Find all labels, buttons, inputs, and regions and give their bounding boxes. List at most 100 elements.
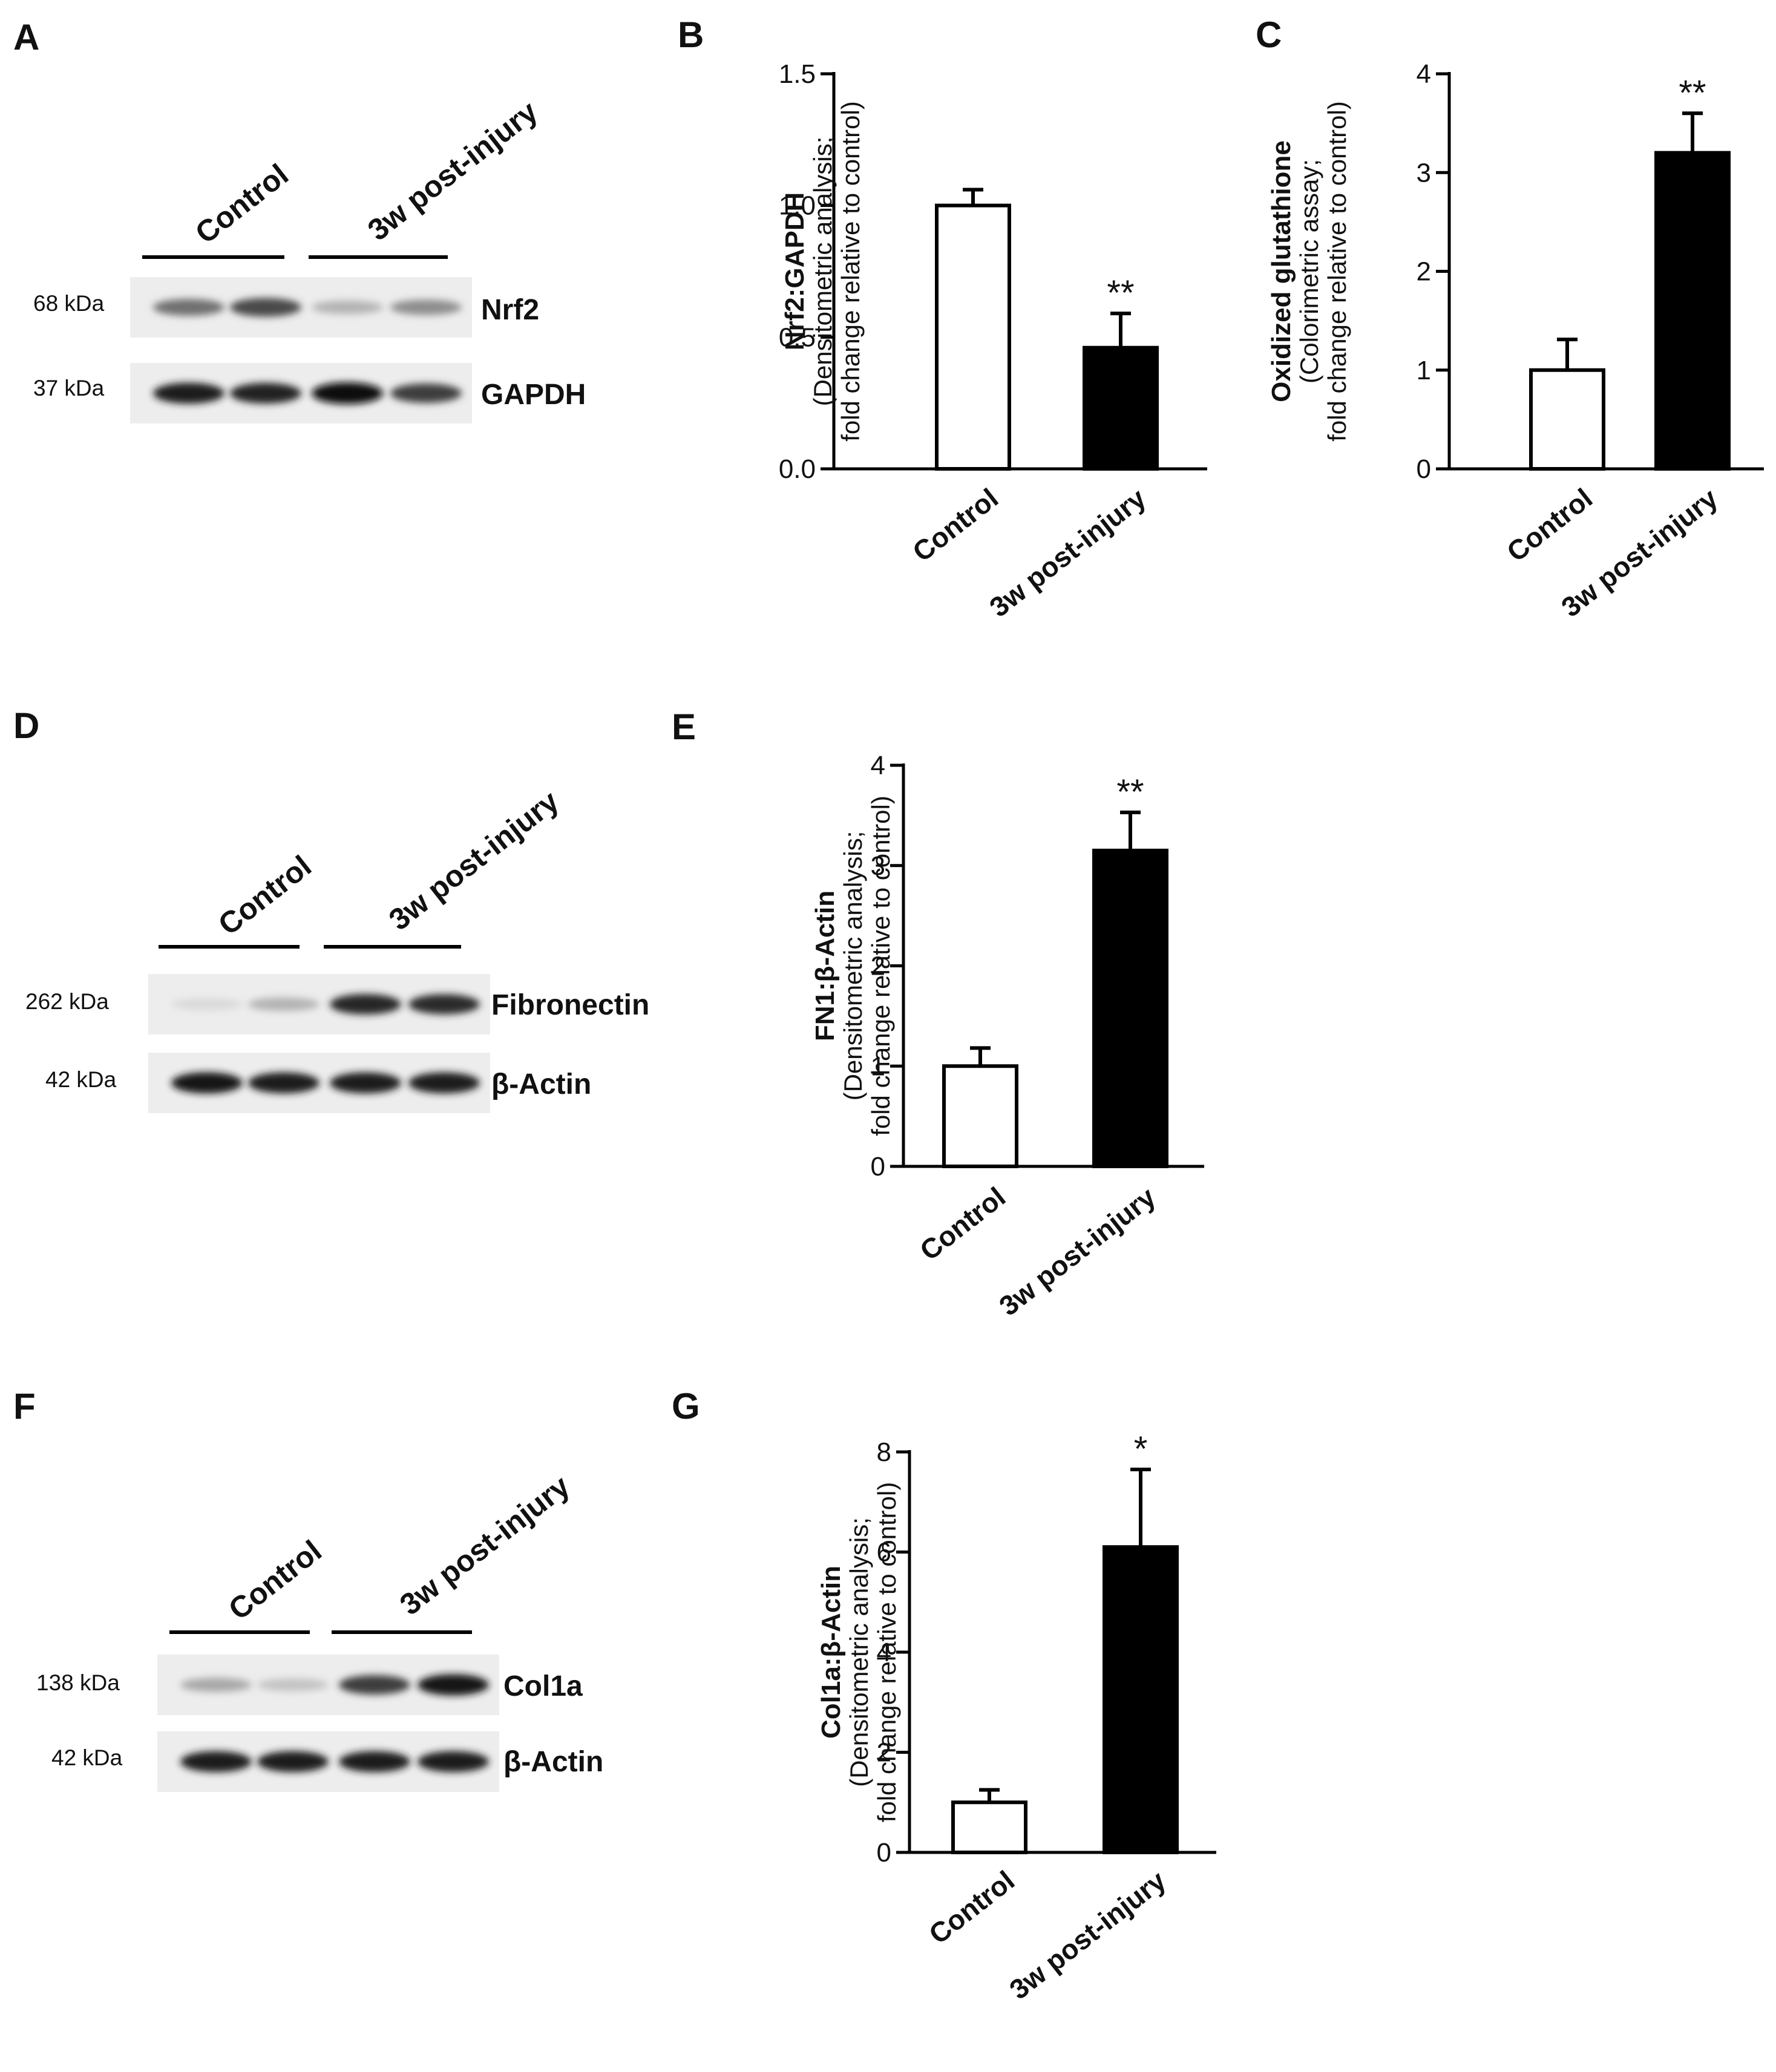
y-tick-label: 4	[1417, 59, 1431, 89]
group-label-injury-a: 3w post-injury	[361, 94, 544, 247]
blot-band-lane-1	[180, 1751, 252, 1773]
y-tick-label: 0.5	[779, 322, 816, 352]
y-axis-label-line-1: (Colorimetric assay;	[1295, 159, 1323, 384]
bar-control	[935, 203, 1011, 471]
group-label-injury-f: 3w post-injury	[393, 1469, 576, 1622]
y-axis-label-line-2: fold change relative to control)	[867, 796, 895, 1136]
x-category-label-control: Control	[914, 1181, 1011, 1267]
blot-band-lane-3	[330, 994, 401, 1015]
significance-marker: *	[1134, 1430, 1148, 1469]
blot-band-lane-2	[230, 382, 301, 404]
blot-band-lane-2	[248, 997, 319, 1011]
blot-band-lane-3	[339, 1751, 410, 1773]
blot-band-lane-2	[257, 1751, 329, 1773]
blot-band-lane-1	[153, 382, 224, 404]
y-axis-label-title: Col1a:β-Actin	[816, 1566, 846, 1739]
protein-label-gapdh: GAPDH	[481, 379, 586, 411]
panel-letter-b: B	[678, 15, 704, 55]
panel-a: A Control 3w post-injury 68 kDa 37 kDa N…	[13, 17, 586, 423]
blot-band-lane-4	[418, 1674, 489, 1696]
blot-band-lane-3	[312, 300, 383, 315]
y-axis-label: Nrf2:GAPDH(Densitometric analysis;fold c…	[780, 101, 865, 442]
group-label-control-d: Control	[212, 849, 318, 942]
significance-marker: **	[1116, 773, 1144, 812]
protein-label-b-actin-d: β-Actin	[491, 1068, 591, 1100]
group-label-injury-d: 3w post-injury	[382, 784, 565, 937]
y-axis-label-line-1: (Densitometric analysis;	[839, 831, 867, 1101]
group-label-control-a: Control	[189, 157, 295, 250]
blot-band-lane-1	[171, 998, 243, 1010]
kda-label-d-1: 262 kDa	[25, 989, 109, 1014]
blot-band-lane-2	[248, 1072, 319, 1094]
y-tick-label: 1	[1417, 356, 1431, 385]
panel-letter-a: A	[13, 17, 39, 57]
blot-strip-gapdh	[130, 363, 472, 423]
blot-band-lane-4	[418, 1751, 489, 1773]
blot-band-lane-4	[390, 383, 462, 404]
protein-label-fibronectin: Fibronectin	[491, 989, 649, 1021]
bar-control	[1529, 368, 1605, 471]
bar-control	[942, 1064, 1018, 1168]
y-tick-label: 1.0	[779, 191, 816, 221]
blot-strip-col1a	[157, 1655, 499, 1715]
protein-label-b-actin-f: β-Actin	[503, 1746, 603, 1778]
y-axis-label-line-1: (Densitometric analysis;	[845, 1517, 873, 1787]
x-category-label-control: Control	[1501, 482, 1598, 568]
chart-c: C ** 0 1 2 3 4 Oxidized glutathione(Colorimetri…	[1256, 15, 1764, 623]
y-tick-label: 0	[871, 1152, 885, 1181]
x-category-label-injury: 3w post-injury	[993, 1181, 1161, 1322]
panel-letter-e: E	[672, 707, 696, 747]
panel-letter-d: D	[13, 705, 39, 746]
bar-injury	[1092, 848, 1168, 1168]
blot-strip-nrf2	[130, 277, 472, 338]
y-axis-label-title: FN1:β-Actin	[810, 891, 840, 1041]
panel-letter-c: C	[1256, 15, 1282, 55]
y-tick-label: 0.0	[779, 454, 816, 484]
y-tick-label: 1	[871, 1051, 885, 1081]
y-axis-label-line-2: fold change relative to control)	[873, 1482, 901, 1823]
y-tick-label: 0	[877, 1838, 891, 1868]
panel-letter-g: G	[672, 1386, 700, 1427]
blot-band-lane-4	[408, 994, 480, 1015]
x-category-label-injury: 3w post-injury	[983, 482, 1152, 623]
y-tick-label: 2	[877, 1738, 891, 1768]
blot-band-lane-2	[257, 1678, 329, 1691]
blot-strip-fibronectin	[148, 974, 490, 1034]
y-tick-label: 8	[877, 1437, 891, 1467]
y-tick-label: 0	[1417, 454, 1431, 484]
y-axis-label-title: Oxidized glutathione	[1266, 140, 1296, 402]
kda-label-f-1: 138 kDa	[36, 1670, 120, 1695]
kda-label-a-1: 68 kDa	[33, 291, 105, 316]
y-tick-label: 2	[1417, 257, 1431, 287]
x-category-label-control: Control	[923, 1864, 1020, 1950]
blot-strip-b-actin-f	[157, 1731, 499, 1792]
blot-band-lane-1	[180, 1678, 252, 1692]
y-axis-label-line-1: (Densitometric analysis;	[808, 137, 837, 407]
y-tick-label: 6	[877, 1538, 891, 1567]
y-axis-label-title: Nrf2:GAPDH	[780, 192, 810, 351]
y-axis-label: FN1:β-Actin(Densitometric analysis;fold …	[810, 796, 895, 1136]
significance-marker: **	[1679, 73, 1706, 113]
blot-strip-b-actin-d	[148, 1053, 490, 1113]
bar-injury	[1654, 151, 1731, 471]
y-tick-label: 3	[871, 851, 885, 881]
protein-label-col1a: Col1a	[503, 1670, 583, 1702]
y-axis-label: Col1a:β-Actin(Densitometric analysis;fol…	[816, 1482, 901, 1823]
y-axis-label-line-2: fold change relative to control)	[1323, 101, 1351, 442]
chart-g: G * 0 2 4 6 8 Col1a:β-Actin(Densitometric analy…	[672, 1386, 1216, 2005]
panel-d: D Control 3w post-injury 262 kDa 42 kDa …	[13, 705, 649, 1113]
blot-band-lane-3	[330, 1072, 401, 1094]
bar-injury	[1083, 345, 1159, 471]
blot-band-lane-4	[390, 299, 462, 315]
blot-band-lane-2	[230, 298, 301, 317]
bar-control	[951, 1800, 1027, 1854]
y-tick-label: 2	[871, 952, 885, 981]
y-tick-label: 1.5	[779, 59, 816, 89]
y-tick-label: 4	[871, 751, 885, 780]
chart-e: E ** 0 1 2 3 4 FN1:β-Actin(Densitometric analys…	[672, 707, 1204, 1322]
blot-band-lane-4	[408, 1072, 480, 1094]
group-label-control-f: Control	[222, 1534, 328, 1627]
x-category-label-injury: 3w post-injury	[1003, 1864, 1171, 2005]
blot-band-lane-1	[153, 299, 224, 316]
